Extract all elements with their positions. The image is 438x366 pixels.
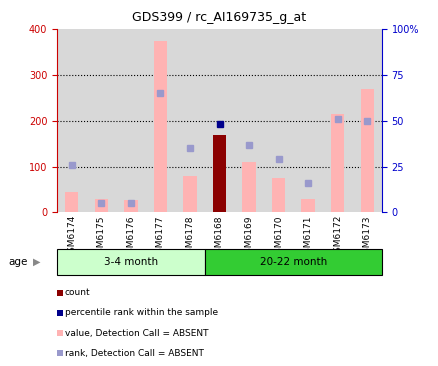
- Bar: [301, 198, 314, 212]
- Text: 20-22 month: 20-22 month: [259, 257, 326, 267]
- Text: GDS399 / rc_AI169735_g_at: GDS399 / rc_AI169735_g_at: [132, 11, 306, 24]
- Bar: [145, 29, 175, 212]
- Bar: [57, 29, 86, 212]
- Bar: [271, 178, 285, 212]
- Bar: [293, 29, 322, 212]
- Text: value, Detection Call = ABSENT: value, Detection Call = ABSENT: [65, 329, 208, 337]
- Text: 3-4 month: 3-4 month: [104, 257, 158, 267]
- Bar: [242, 162, 255, 212]
- Text: age: age: [9, 257, 28, 267]
- Bar: [212, 134, 226, 212]
- Bar: [95, 198, 108, 212]
- Bar: [234, 29, 263, 212]
- Bar: [204, 29, 234, 212]
- Text: percentile rank within the sample: percentile rank within the sample: [65, 309, 218, 317]
- FancyBboxPatch shape: [57, 249, 204, 274]
- FancyBboxPatch shape: [204, 249, 381, 274]
- Text: count: count: [65, 288, 90, 297]
- Bar: [175, 29, 204, 212]
- Text: rank, Detection Call = ABSENT: rank, Detection Call = ABSENT: [65, 349, 203, 358]
- Bar: [263, 29, 293, 212]
- Bar: [116, 29, 145, 212]
- Bar: [183, 176, 196, 212]
- Bar: [360, 89, 373, 212]
- Bar: [153, 41, 167, 212]
- Bar: [322, 29, 352, 212]
- Bar: [352, 29, 381, 212]
- Bar: [124, 200, 137, 212]
- Bar: [330, 114, 343, 212]
- Bar: [65, 192, 78, 212]
- Bar: [86, 29, 116, 212]
- Text: ▶: ▶: [33, 257, 40, 267]
